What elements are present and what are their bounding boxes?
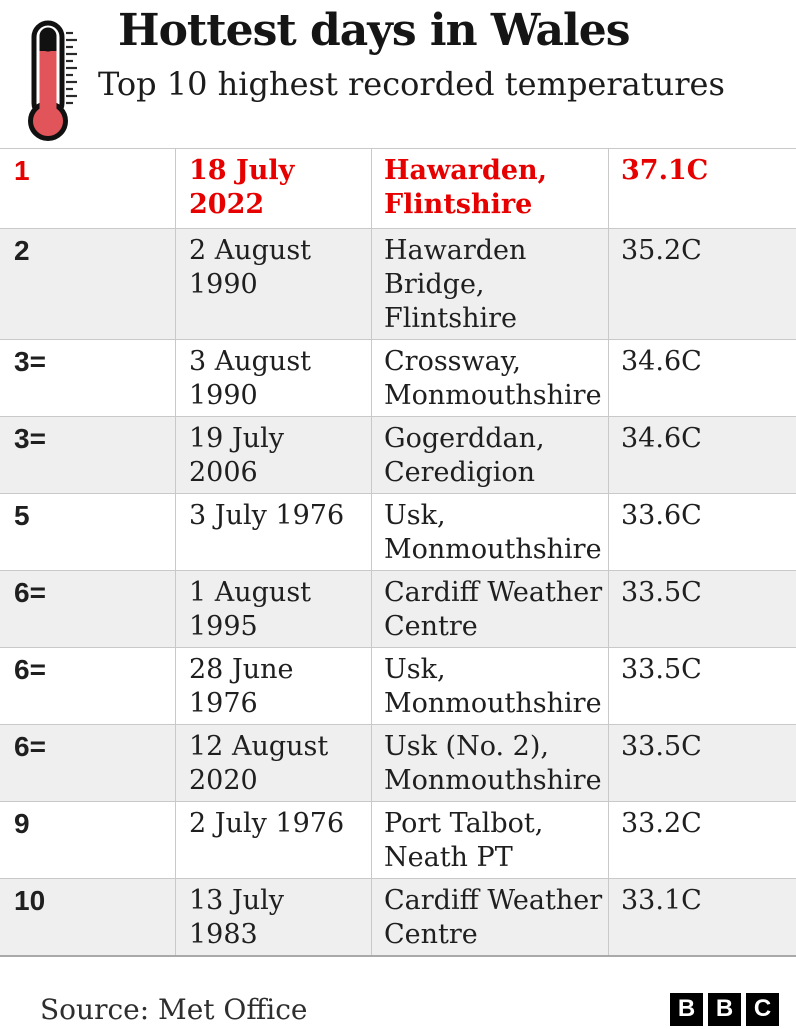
location-cell: Usk (No. 2), Monmouthshire xyxy=(371,725,608,801)
temperature-cell: 33.2C xyxy=(608,802,796,878)
table-row: 6= 28 June 1976 Usk, Monmouthshire 33.5C xyxy=(0,648,796,725)
bbc-logo: B B C xyxy=(670,992,779,1026)
location-cell: Hawarden, Flintshire xyxy=(371,149,608,228)
temperature-cell: 33.1C xyxy=(608,879,796,955)
bbc-logo-letter: B xyxy=(708,992,741,1026)
temperature-cell: 33.5C xyxy=(608,648,796,724)
rank-cell: 6= xyxy=(14,577,46,608)
temperature-cell: 34.6C xyxy=(608,417,796,493)
location-cell: Hawarden Bridge, Flintshire xyxy=(371,229,608,339)
date-cell: 3 July 1976 xyxy=(175,494,371,570)
rank-cell: 3= xyxy=(14,423,46,454)
table-row: 1 18 July 2022 Hawarden, Flintshire 37.1… xyxy=(0,149,796,229)
rank-cell: 10 xyxy=(14,885,46,916)
table-row: 6= 12 August 2020 Usk (No. 2), Monmouths… xyxy=(0,725,796,802)
bbc-logo-letter: B xyxy=(670,992,703,1026)
date-cell: 2 August 1990 xyxy=(175,229,371,339)
date-cell: 1 August 1995 xyxy=(175,571,371,647)
table-row: 2 2 August 1990 Hawarden Bridge, Flintsh… xyxy=(0,229,796,340)
date-cell: 13 July 1983 xyxy=(175,879,371,955)
location-cell: Cardiff Weather Centre xyxy=(371,571,608,647)
table-row: 10 13 July 1983 Cardiff Weather Centre 3… xyxy=(0,879,796,957)
date-cell: 18 July 2022 xyxy=(175,149,371,228)
rank-cell: 6= xyxy=(14,654,46,685)
page-title: Hottest days in Wales xyxy=(118,5,631,56)
temperature-cell: 37.1C xyxy=(608,149,796,228)
rank-cell: 1 xyxy=(14,155,30,186)
date-cell: 28 June 1976 xyxy=(175,648,371,724)
rank-cell: 6= xyxy=(14,731,46,762)
table-row: 3= 19 July 2006 Gogerddan, Ceredigion 34… xyxy=(0,417,796,494)
bbc-logo-letter: C xyxy=(746,992,779,1026)
date-cell: 2 July 1976 xyxy=(175,802,371,878)
date-cell: 3 August 1990 xyxy=(175,340,371,416)
location-cell: Port Talbot, Neath PT xyxy=(371,802,608,878)
rank-cell: 3= xyxy=(14,346,46,377)
location-cell: Cardiff Weather Centre xyxy=(371,879,608,955)
table-row: 5 3 July 1976 Usk, Monmouthshire 33.6C xyxy=(0,494,796,571)
table-row: 9 2 July 1976 Port Talbot, Neath PT 33.2… xyxy=(0,802,796,879)
thermometer-icon xyxy=(26,20,88,142)
temperature-cell: 34.6C xyxy=(608,340,796,416)
location-cell: Crossway, Monmouthshire xyxy=(371,340,608,416)
rank-cell: 5 xyxy=(14,500,30,531)
temperature-cell: 33.5C xyxy=(608,725,796,801)
top10-table: 1 18 July 2022 Hawarden, Flintshire 37.1… xyxy=(0,148,796,957)
location-cell: Gogerddan, Ceredigion xyxy=(371,417,608,493)
thermometer-icon-svg xyxy=(28,20,77,141)
temperature-cell: 33.5C xyxy=(608,571,796,647)
footer: Source: Met Office B B C xyxy=(0,989,796,1029)
location-cell: Usk, Monmouthshire xyxy=(371,494,608,570)
rank-cell: 2 xyxy=(14,235,30,266)
location-cell: Usk, Monmouthshire xyxy=(371,648,608,724)
temperature-cell: 35.2C xyxy=(608,229,796,339)
page-subtitle: Top 10 highest recorded temperatures xyxy=(98,65,725,103)
table-row: 3= 3 August 1990 Crossway, Monmouthshire… xyxy=(0,340,796,417)
date-cell: 12 August 2020 xyxy=(175,725,371,801)
temperature-cell: 33.6C xyxy=(608,494,796,570)
header: Hottest days in Wales Top 10 highest rec… xyxy=(0,0,796,148)
rank-cell: 9 xyxy=(14,808,30,839)
table-row: 6= 1 August 1995 Cardiff Weather Centre … xyxy=(0,571,796,648)
date-cell: 19 July 2006 xyxy=(175,417,371,493)
source-label: Source: Met Office xyxy=(40,992,308,1026)
title-block: Hottest days in Wales Top 10 highest rec… xyxy=(98,0,796,106)
